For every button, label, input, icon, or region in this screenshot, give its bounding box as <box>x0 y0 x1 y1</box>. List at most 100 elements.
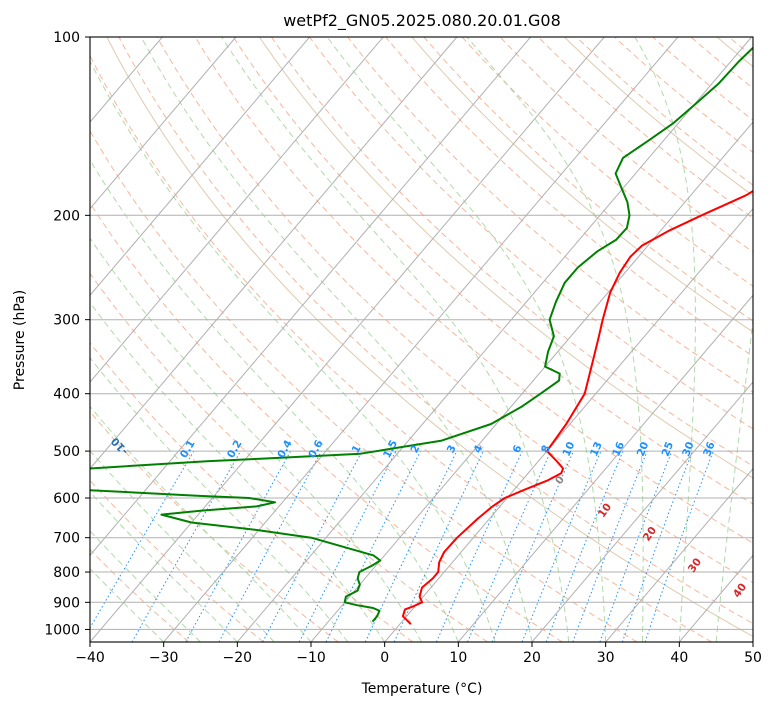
mixing-ratio-label: 0.2 <box>225 438 245 460</box>
y-tick-label: 100 <box>53 30 80 46</box>
isotherm <box>90 37 384 383</box>
x-axis-ticks: −40 −30 −20 −10 0 10 20 30 40 50 <box>75 642 762 666</box>
mixing-ratio-line <box>599 450 673 642</box>
moist-adiabat <box>634 37 696 642</box>
mixing-ratio-line <box>572 450 648 642</box>
dry-adiabat <box>309 37 753 430</box>
isotherm <box>90 37 310 297</box>
mixing-ratio-label: 20 <box>635 440 652 458</box>
dewpoint-profile-line <box>90 46 753 623</box>
mixing-ratio-label: 8 <box>539 443 553 455</box>
y-tick-label: 600 <box>53 491 80 507</box>
y-axis-ticks: 100 200 300 400 500 600 700 800 900 1000 <box>44 30 90 638</box>
theta-curve <box>411 37 753 333</box>
y-tick-label: 900 <box>53 595 80 611</box>
moist-adiabat <box>90 301 386 642</box>
mixing-ratio-line <box>467 450 552 642</box>
temperature-profile-line <box>401 189 753 625</box>
y-tick-label: 1000 <box>44 622 80 638</box>
mixing-ratio-line <box>325 450 422 642</box>
x-axis-title: Temperature (°C) <box>361 681 483 697</box>
moist-adiabat <box>90 405 312 642</box>
dry-adiabat <box>156 37 753 584</box>
isotherm <box>752 641 753 642</box>
dry-adiabat <box>90 410 339 642</box>
x-tick-label: 30 <box>597 650 615 666</box>
isotherm <box>384 207 753 642</box>
x-tick-label: −40 <box>75 650 105 666</box>
line-labels: 0.1 0.2 0.4 0.6 1 1.5 2 3 4 6 8 10 13 16 20 25 30 36-1001… <box>109 435 749 600</box>
dry-adiabat <box>90 548 190 642</box>
x-tick-label: 50 <box>744 650 762 666</box>
moist-adiabat <box>90 356 349 642</box>
plot-frame <box>89 36 754 643</box>
mixing-ratio-line <box>218 450 322 642</box>
mixing-ratio-label: 25 <box>660 440 677 458</box>
mixing-ratio-label: 10 <box>561 440 578 458</box>
moist-adiabat <box>715 316 753 642</box>
moist-adiabat-label: 40 <box>731 581 749 600</box>
moist-adiabat <box>140 37 533 642</box>
dry-adiabat <box>537 37 753 219</box>
isotherm <box>457 294 753 642</box>
y-tick-label: 200 <box>53 208 80 224</box>
isotherm <box>90 37 458 470</box>
dry-adiabat <box>347 37 753 393</box>
theta-curve <box>564 37 753 197</box>
mixing-ratio-label: 0.6 <box>306 438 325 460</box>
mixing-ratio-label: 13 <box>588 440 605 458</box>
moist-adiabat <box>90 491 238 642</box>
y-tick-label: 500 <box>53 444 80 460</box>
dry-adiabat <box>232 37 753 505</box>
dry-adiabat <box>423 37 753 322</box>
mixing-ratio-label: 30 <box>680 440 696 458</box>
mixing-ratio-label: 1.5 <box>381 438 400 460</box>
moist-adiabat <box>90 530 201 642</box>
moist-adiabat-label: 20 <box>641 525 659 544</box>
dry-adiabat <box>90 272 488 642</box>
x-tick-label: 40 <box>670 650 688 666</box>
x-tick-label: −10 <box>296 650 326 666</box>
mixing-ratio-line <box>621 450 693 642</box>
x-tick-label: 10 <box>449 650 467 666</box>
dry-adiabat <box>90 54 712 642</box>
y-tick-label: 800 <box>53 565 80 581</box>
dry-adiabat <box>90 479 264 642</box>
mixing-ratio-line <box>262 450 363 642</box>
chart-title: wetPf2_GN05.2025.080.20.01.G08 <box>283 11 561 31</box>
isotherm <box>90 37 531 557</box>
dry-adiabat <box>728 37 753 58</box>
mixing-ratio-line <box>90 450 195 629</box>
x-tick-label: −30 <box>149 650 179 666</box>
mixing-ratio-label: 6 <box>511 443 525 455</box>
mixing-ratio-label: 2 <box>408 443 422 455</box>
mixing-ratio-line <box>521 450 602 642</box>
mixing-ratio-line <box>393 450 484 642</box>
isotherm <box>310 121 753 642</box>
dry-adiabat <box>90 342 414 642</box>
isotherm <box>605 467 753 642</box>
moist-adiabat <box>90 159 459 642</box>
isotherm <box>90 37 605 642</box>
dry-adiabat <box>652 37 753 121</box>
isotherm <box>163 37 679 642</box>
moist-adiabat <box>326 37 607 642</box>
dry-adiabat <box>576 37 753 186</box>
isotherm <box>678 554 753 642</box>
dry-adiabat <box>499 37 753 253</box>
moist-adiabat <box>90 237 422 642</box>
dry-adiabat <box>90 129 638 642</box>
dry-adiabat <box>90 202 563 642</box>
mixing-ratio-line <box>644 450 714 642</box>
theta-curve <box>106 37 753 638</box>
dry-adiabat <box>194 37 753 544</box>
y-tick-label: 300 <box>53 313 80 329</box>
x-tick-label: 20 <box>523 650 541 666</box>
isotherm <box>236 37 752 642</box>
moist-adiabat-label: 10 <box>596 501 614 520</box>
x-tick-label: 0 <box>380 650 389 666</box>
grid-lines <box>90 37 753 642</box>
mixing-ratio-label: 36 <box>701 440 717 458</box>
isotherm <box>531 381 753 642</box>
mixing-ratio-label: 3 <box>445 443 459 455</box>
